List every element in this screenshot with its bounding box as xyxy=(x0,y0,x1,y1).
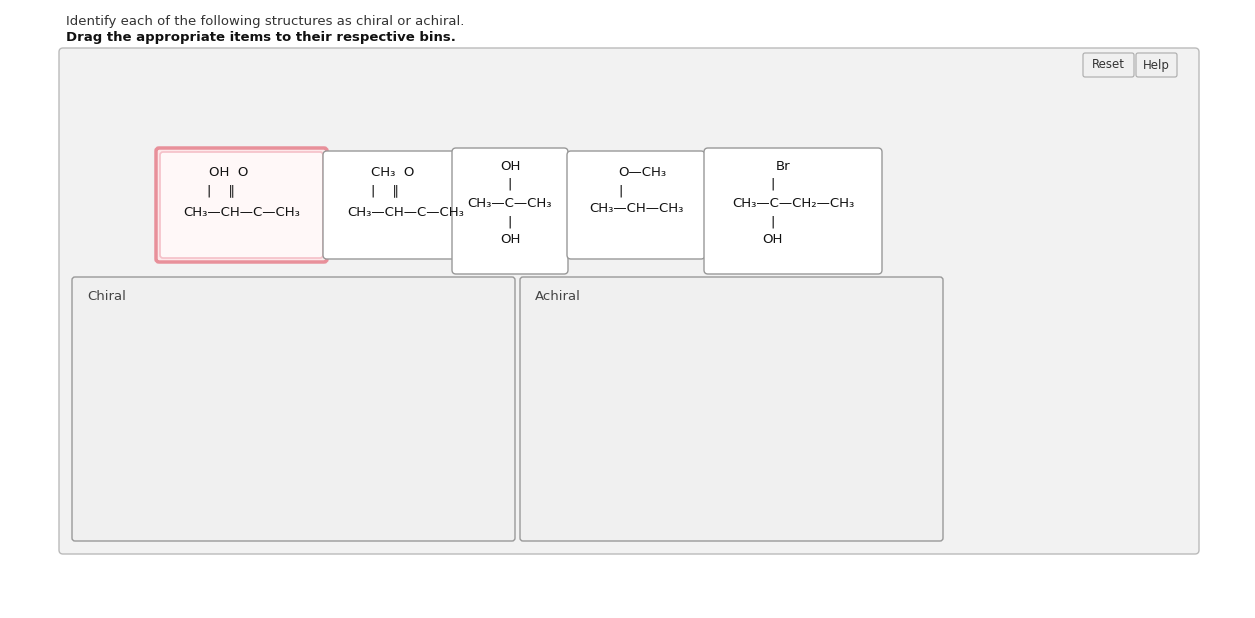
Text: |    ∥: | ∥ xyxy=(371,185,399,198)
Text: O—CH₃: O—CH₃ xyxy=(619,166,666,179)
FancyBboxPatch shape xyxy=(704,148,882,274)
FancyBboxPatch shape xyxy=(1083,53,1135,77)
Text: Br: Br xyxy=(776,159,791,172)
Text: OH  O: OH O xyxy=(210,166,248,179)
Text: |: | xyxy=(771,177,774,190)
FancyBboxPatch shape xyxy=(520,277,943,541)
Text: CH₃  O: CH₃ O xyxy=(371,166,414,179)
FancyBboxPatch shape xyxy=(323,151,488,259)
Text: CH₃—CH—C—CH₃: CH₃—CH—C—CH₃ xyxy=(183,206,300,219)
FancyBboxPatch shape xyxy=(159,152,323,258)
FancyBboxPatch shape xyxy=(156,148,328,262)
Text: OH: OH xyxy=(763,233,783,246)
Text: |: | xyxy=(508,215,512,228)
FancyBboxPatch shape xyxy=(59,48,1199,554)
Text: Chiral: Chiral xyxy=(87,290,126,303)
Text: |: | xyxy=(508,177,512,190)
FancyBboxPatch shape xyxy=(1136,53,1177,77)
Text: CH₃—C—CH₂—CH₃: CH₃—C—CH₂—CH₃ xyxy=(732,197,855,210)
FancyBboxPatch shape xyxy=(72,277,515,541)
FancyBboxPatch shape xyxy=(452,148,569,274)
FancyBboxPatch shape xyxy=(567,151,705,259)
Text: |: | xyxy=(619,185,622,198)
Text: OH: OH xyxy=(499,159,520,172)
Text: OH: OH xyxy=(499,233,520,246)
Text: Identify each of the following structures as chiral or achiral.: Identify each of the following structure… xyxy=(67,15,464,28)
Text: |: | xyxy=(771,215,774,228)
Text: CH₃—C—CH₃: CH₃—C—CH₃ xyxy=(468,197,552,210)
Text: Help: Help xyxy=(1143,59,1170,72)
Text: |    ∥: | ∥ xyxy=(207,185,235,198)
Text: CH₃—CH—C—CH₃: CH₃—CH—C—CH₃ xyxy=(348,206,464,219)
Text: Achiral: Achiral xyxy=(535,290,581,303)
Text: Drag the appropriate items to their respective bins.: Drag the appropriate items to their resp… xyxy=(67,31,456,44)
Text: Reset: Reset xyxy=(1092,59,1124,72)
Text: CH₃—CH—CH₃: CH₃—CH—CH₃ xyxy=(589,203,683,216)
